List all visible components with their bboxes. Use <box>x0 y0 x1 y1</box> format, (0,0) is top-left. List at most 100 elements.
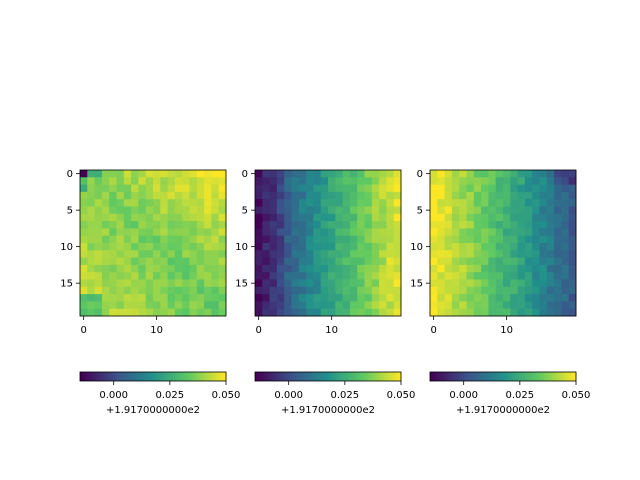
colorbar-segment <box>503 372 506 381</box>
heatmap-cell <box>182 206 190 215</box>
heatmap-cell <box>196 286 205 295</box>
heatmap-cell <box>517 191 526 200</box>
heatmap-cell <box>101 228 110 237</box>
heatmap-cell <box>444 308 453 317</box>
colorbar-segment <box>320 372 324 381</box>
heatmap-cell <box>204 294 212 302</box>
colorbar-segment <box>466 372 470 381</box>
heatmap-cell <box>495 257 504 266</box>
heatmap-cell <box>313 221 322 229</box>
heatmap-cell <box>255 257 263 266</box>
heatmap-cell <box>218 206 227 215</box>
heatmap-cell <box>196 279 205 288</box>
heatmap-cell <box>393 243 402 251</box>
heatmap-cell <box>488 301 497 310</box>
colorbar-segment <box>269 372 273 381</box>
heatmap-cell <box>218 272 227 280</box>
heatmap-cell <box>138 272 147 280</box>
heatmap-cell <box>488 191 497 200</box>
heatmap-cell <box>320 279 329 288</box>
heatmap-cell <box>386 308 395 317</box>
heatmap-cell <box>546 279 555 288</box>
heatmap-cell <box>532 272 540 280</box>
heatmap-cell <box>539 177 548 185</box>
heatmap-cell <box>481 301 489 310</box>
colorbar-segment <box>335 372 339 381</box>
heatmap-cell <box>568 235 577 244</box>
heatmap-cell <box>320 177 329 185</box>
heatmap-cell <box>167 308 176 317</box>
heatmap-cell <box>379 264 387 273</box>
heatmap-cell <box>517 235 526 244</box>
heatmap-cell <box>87 279 95 288</box>
heatmap-cell <box>211 177 220 185</box>
heatmap-cell <box>488 221 497 229</box>
heatmap-cell <box>488 272 497 280</box>
heatmap-cell <box>306 213 314 222</box>
heatmap-cell <box>364 294 373 302</box>
heatmap-cell <box>342 228 351 237</box>
heatmap-cell <box>306 243 314 251</box>
y-tick-label: 0 <box>242 169 248 180</box>
heatmap-cell <box>80 294 88 302</box>
heatmap-cell <box>109 279 117 288</box>
heatmap-cell <box>488 243 497 251</box>
colorbar-segment <box>464 372 467 381</box>
heatmap-cell <box>561 257 570 266</box>
colorbar-segment <box>211 372 215 381</box>
heatmap-cell <box>539 235 548 244</box>
heatmap-cell <box>532 191 540 200</box>
heatmap-cell <box>109 308 117 317</box>
heatmap-cell <box>116 308 125 317</box>
heatmap-cell <box>437 301 445 310</box>
heatmap-cell <box>204 213 212 222</box>
heatmap-cell <box>204 243 212 251</box>
colorbar-segment <box>541 372 545 381</box>
heatmap-cell <box>174 235 183 244</box>
heatmap-cell <box>379 199 387 207</box>
heatmap-cell <box>123 199 132 207</box>
heatmap-cell <box>174 221 183 229</box>
heatmap-cell <box>204 257 212 266</box>
heatmap-cell <box>167 279 176 288</box>
heatmap-cell <box>539 294 548 302</box>
heatmap-cell <box>517 308 526 317</box>
heatmap-cell <box>430 228 438 237</box>
heatmap-cell <box>371 286 380 295</box>
heatmap-cell <box>342 213 351 222</box>
heatmap-cell <box>80 213 88 222</box>
heatmap-cell <box>109 228 117 237</box>
heatmap-cell <box>444 286 453 295</box>
heatmap-cell <box>561 294 570 302</box>
heatmap-cell <box>276 308 285 317</box>
heatmap-cell <box>357 257 365 266</box>
heatmap-cell <box>204 191 212 200</box>
heatmap-cell <box>262 272 270 280</box>
heatmap-cell <box>313 272 322 280</box>
heatmap-cell <box>386 301 395 310</box>
heatmap-cell <box>371 272 380 280</box>
heatmap-cell <box>255 177 263 185</box>
colorbar-segment <box>352 372 356 381</box>
heatmap-cell <box>116 221 125 229</box>
heatmap-cell <box>342 301 351 310</box>
heatmap-cell <box>459 221 467 229</box>
heatmap-cell <box>255 301 263 310</box>
heatmap-cell <box>255 191 263 200</box>
heatmap-cell <box>211 243 220 251</box>
heatmap-cell <box>379 177 387 185</box>
heatmap-cell <box>101 301 110 310</box>
heatmap-cell <box>276 170 285 178</box>
heatmap-cell <box>291 257 300 266</box>
heatmap-cell <box>444 199 453 207</box>
colorbar-segment <box>272 372 275 381</box>
heatmap-cell <box>116 257 125 266</box>
heatmap-cell <box>364 206 373 215</box>
heatmap-cell <box>313 213 322 222</box>
heatmap-cell <box>284 243 292 251</box>
heatmap-cell <box>167 250 176 258</box>
colorbar-segment <box>121 372 125 381</box>
heatmap-cell <box>138 301 147 310</box>
colorbar-segment <box>82 372 86 381</box>
colorbar-segment <box>101 372 105 381</box>
